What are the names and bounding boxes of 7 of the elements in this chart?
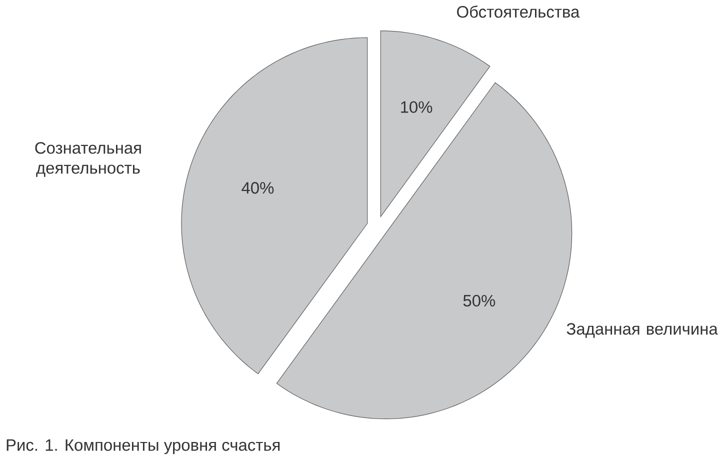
slice-label: Обстоятельства: [457, 6, 580, 18]
data-label: 50%: [463, 295, 496, 307]
data-label: 40%: [242, 182, 274, 194]
text: Рис. 1. Компоненты уровня счастья: [6, 440, 280, 454]
data-label: 10%: [401, 101, 432, 114]
slice-label: Сознательная деятельность: [35, 142, 141, 178]
slice-label: Заданная величина: [566, 323, 718, 338]
